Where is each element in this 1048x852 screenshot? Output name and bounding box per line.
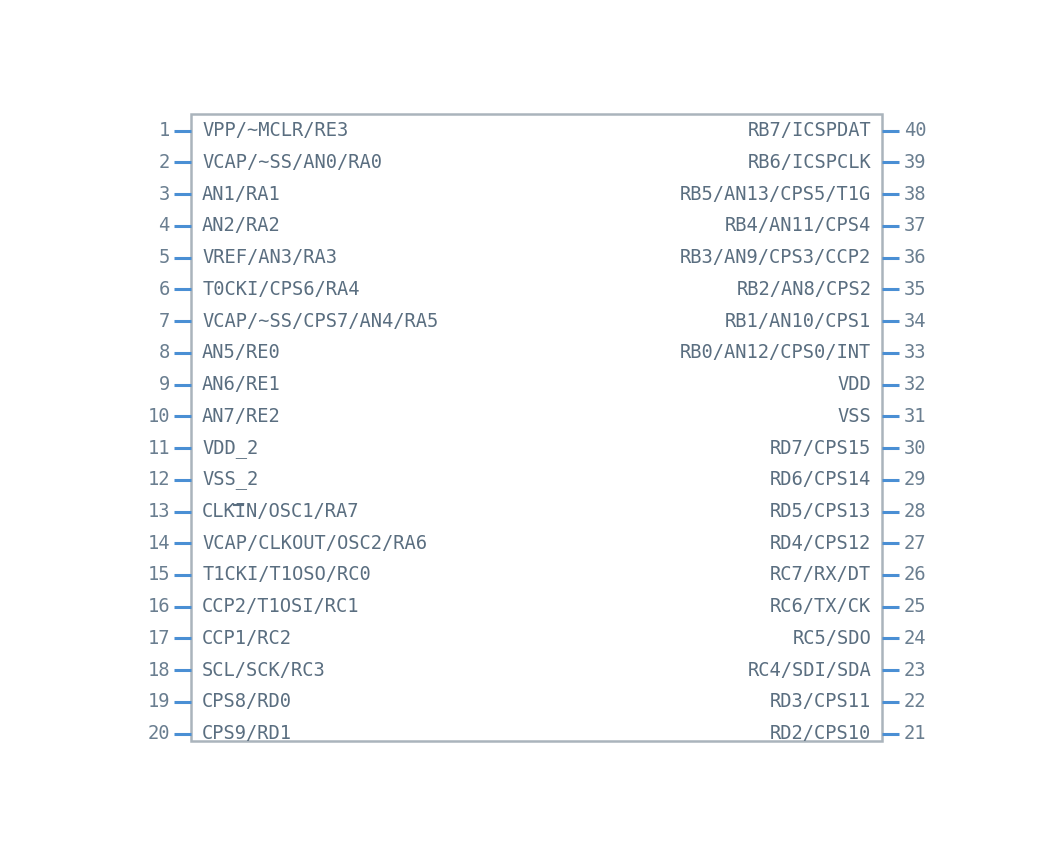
Text: RC5/SDO: RC5/SDO — [792, 629, 871, 648]
Text: RD7/CPS15: RD7/CPS15 — [770, 439, 871, 458]
Text: 17: 17 — [148, 629, 170, 648]
Text: 21: 21 — [903, 724, 926, 743]
Text: 30: 30 — [903, 439, 926, 458]
Text: 3: 3 — [158, 185, 170, 204]
Text: 5: 5 — [158, 248, 170, 268]
Text: 31: 31 — [903, 406, 926, 426]
Text: 29: 29 — [903, 470, 926, 489]
Text: 32: 32 — [903, 375, 926, 394]
Text: VCAP/CLKOUT/OSC2/RA6: VCAP/CLKOUT/OSC2/RA6 — [202, 533, 428, 553]
Text: 27: 27 — [903, 533, 926, 553]
Text: RC7/RX/DT: RC7/RX/DT — [770, 566, 871, 584]
Text: RC4/SDI/SDA: RC4/SDI/SDA — [747, 660, 871, 680]
Text: 39: 39 — [903, 153, 926, 172]
Text: VPP/~MCLR/RE3: VPP/~MCLR/RE3 — [202, 121, 348, 141]
Text: 35: 35 — [903, 280, 926, 299]
Text: SCL/SCK/RC3: SCL/SCK/RC3 — [202, 660, 326, 680]
Text: 23: 23 — [903, 660, 926, 680]
Text: RD5/CPS13: RD5/CPS13 — [770, 502, 871, 521]
Text: CPS8/RD0: CPS8/RD0 — [202, 693, 292, 711]
Text: RD3/CPS11: RD3/CPS11 — [770, 693, 871, 711]
Text: 10: 10 — [148, 406, 170, 426]
Text: RB1/AN10/CPS1: RB1/AN10/CPS1 — [725, 312, 871, 331]
Text: 40: 40 — [903, 121, 926, 141]
Text: 26: 26 — [903, 566, 926, 584]
Text: 37: 37 — [903, 216, 926, 235]
Text: 20: 20 — [148, 724, 170, 743]
Text: RB2/AN8/CPS2: RB2/AN8/CPS2 — [737, 280, 871, 299]
Text: RD4/CPS12: RD4/CPS12 — [770, 533, 871, 553]
Text: 19: 19 — [148, 693, 170, 711]
Text: AN6/RE1: AN6/RE1 — [202, 375, 281, 394]
Text: 38: 38 — [903, 185, 926, 204]
Text: RB5/AN13/CPS5/T1G: RB5/AN13/CPS5/T1G — [680, 185, 871, 204]
Text: CCP1/RC2: CCP1/RC2 — [202, 629, 292, 648]
Text: 14: 14 — [148, 533, 170, 553]
Text: 8: 8 — [158, 343, 170, 362]
Text: VSS: VSS — [837, 406, 871, 426]
Text: VCAP/~SS/CPS7/AN4/RA5: VCAP/~SS/CPS7/AN4/RA5 — [202, 312, 438, 331]
Text: 25: 25 — [903, 597, 926, 616]
Bar — [192, 114, 882, 741]
Text: 1: 1 — [158, 121, 170, 141]
Text: VCAP/~SS/AN0/RA0: VCAP/~SS/AN0/RA0 — [202, 153, 383, 172]
Text: AN2/RA2: AN2/RA2 — [202, 216, 281, 235]
Text: RB6/ICSPCLK: RB6/ICSPCLK — [747, 153, 871, 172]
Text: AN7/RE2: AN7/RE2 — [202, 406, 281, 426]
Text: RD2/CPS10: RD2/CPS10 — [770, 724, 871, 743]
Text: 33: 33 — [903, 343, 926, 362]
Text: 13: 13 — [148, 502, 170, 521]
Text: T1CKI/T1OSO/RC0: T1CKI/T1OSO/RC0 — [202, 566, 371, 584]
Text: AN5/RE0: AN5/RE0 — [202, 343, 281, 362]
Text: 24: 24 — [903, 629, 926, 648]
Text: VREF/AN3/RA3: VREF/AN3/RA3 — [202, 248, 337, 268]
Text: VDD: VDD — [837, 375, 871, 394]
Text: 6: 6 — [158, 280, 170, 299]
Text: 7: 7 — [158, 312, 170, 331]
Text: 12: 12 — [148, 470, 170, 489]
Text: CLKIN/OSC1/RA7: CLKIN/OSC1/RA7 — [202, 502, 359, 521]
Text: 11: 11 — [148, 439, 170, 458]
Text: CCP2/T1OSI/RC1: CCP2/T1OSI/RC1 — [202, 597, 359, 616]
Text: 22: 22 — [903, 693, 926, 711]
Text: 4: 4 — [158, 216, 170, 235]
Text: 36: 36 — [903, 248, 926, 268]
Text: 9: 9 — [158, 375, 170, 394]
Text: 15: 15 — [148, 566, 170, 584]
Text: RD6/CPS14: RD6/CPS14 — [770, 470, 871, 489]
Text: 16: 16 — [148, 597, 170, 616]
Text: VDD_2: VDD_2 — [202, 439, 259, 458]
Text: CPS9/RD1: CPS9/RD1 — [202, 724, 292, 743]
Text: 2: 2 — [158, 153, 170, 172]
Text: RB3/AN9/CPS3/CCP2: RB3/AN9/CPS3/CCP2 — [680, 248, 871, 268]
Text: RC6/TX/CK: RC6/TX/CK — [770, 597, 871, 616]
Text: 18: 18 — [148, 660, 170, 680]
Text: 34: 34 — [903, 312, 926, 331]
Text: T0CKI/CPS6/RA4: T0CKI/CPS6/RA4 — [202, 280, 359, 299]
Text: 28: 28 — [903, 502, 926, 521]
Text: RB0/AN12/CPS0/INT: RB0/AN12/CPS0/INT — [680, 343, 871, 362]
Text: RB7/ICSPDAT: RB7/ICSPDAT — [747, 121, 871, 141]
Text: RB4/AN11/CPS4: RB4/AN11/CPS4 — [725, 216, 871, 235]
Text: AN1/RA1: AN1/RA1 — [202, 185, 281, 204]
Text: VSS_2: VSS_2 — [202, 470, 259, 489]
